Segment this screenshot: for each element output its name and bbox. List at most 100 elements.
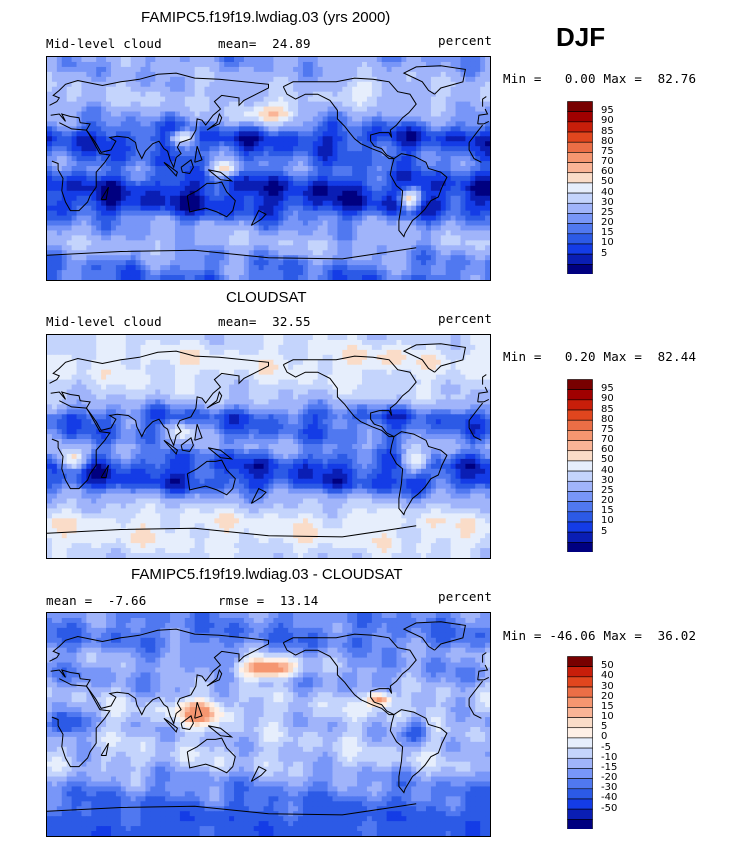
map-cell xyxy=(204,66,211,73)
map-cell xyxy=(273,146,279,152)
map-cell xyxy=(101,374,107,381)
map-cell xyxy=(362,205,368,212)
map-cell xyxy=(268,151,275,157)
map-cell xyxy=(475,81,481,88)
map-cell xyxy=(125,354,132,361)
map-cell xyxy=(47,111,53,118)
map-cell xyxy=(96,156,102,162)
map-cell xyxy=(179,91,186,98)
map-cell xyxy=(455,96,462,103)
map-cell xyxy=(61,225,68,232)
map-cell xyxy=(184,215,191,222)
map-cell xyxy=(179,210,186,217)
map-cell xyxy=(150,335,156,341)
map-cell xyxy=(248,76,255,83)
map-cell xyxy=(86,161,92,167)
map-cell xyxy=(209,116,215,123)
map-cell xyxy=(470,205,476,212)
map-cell xyxy=(214,215,220,222)
map-cell xyxy=(445,161,452,167)
map-cell xyxy=(253,175,260,182)
map-cell xyxy=(391,170,398,177)
map-cell xyxy=(317,131,324,137)
map-cell xyxy=(125,359,132,366)
map-cell xyxy=(302,106,309,113)
map-cell xyxy=(194,260,201,266)
map-cell xyxy=(430,235,437,241)
map-cell xyxy=(130,61,137,68)
map-cell xyxy=(435,175,442,182)
map-cell xyxy=(426,71,432,78)
map-cell xyxy=(357,161,363,167)
map-cell xyxy=(470,275,476,280)
map-cell xyxy=(106,379,112,386)
map-cell xyxy=(430,339,437,346)
map-cell xyxy=(101,106,107,113)
map-cell xyxy=(106,96,112,103)
map-cell xyxy=(243,240,250,246)
map-cell xyxy=(342,166,348,172)
map-cell xyxy=(214,57,220,63)
map-cell xyxy=(47,76,53,83)
map-cell xyxy=(386,180,393,187)
map-cell xyxy=(219,151,225,157)
map-cell xyxy=(224,106,230,113)
map-cell xyxy=(455,146,462,152)
map-cell xyxy=(342,111,348,118)
map-cell xyxy=(288,71,294,78)
map-cell xyxy=(204,170,211,177)
map-cell xyxy=(426,190,432,197)
map-cell xyxy=(411,235,417,241)
map-cell xyxy=(327,359,334,366)
map-cell xyxy=(204,364,211,371)
map-cell xyxy=(145,230,151,236)
map-cell xyxy=(273,359,279,366)
map-cell xyxy=(155,76,161,83)
map-cell xyxy=(174,255,181,261)
map-cell xyxy=(288,195,294,202)
map-cell xyxy=(174,91,181,98)
map-cell xyxy=(253,245,260,251)
map-cell xyxy=(115,354,122,361)
map-cell xyxy=(135,81,142,88)
map-cell xyxy=(199,225,206,232)
map-cell xyxy=(327,190,334,197)
map-cell xyxy=(430,101,437,108)
map-cell xyxy=(347,61,353,68)
map-cell xyxy=(140,101,147,108)
map-cell xyxy=(273,335,279,341)
map-cell xyxy=(199,250,206,256)
map-cell xyxy=(51,156,58,162)
map-cell xyxy=(174,344,181,351)
map-cell xyxy=(450,205,457,212)
map-cell xyxy=(421,270,427,276)
map-cell xyxy=(386,250,393,256)
map-cell xyxy=(135,240,142,246)
map-cell xyxy=(460,146,466,152)
map-cell xyxy=(204,220,211,227)
map-cell xyxy=(465,190,471,197)
map-cell xyxy=(101,71,107,78)
map-cell xyxy=(71,91,78,98)
map-cell xyxy=(209,195,215,202)
map-cell xyxy=(347,180,353,187)
map-cell xyxy=(337,339,343,346)
map-cell xyxy=(258,335,265,341)
map-cell xyxy=(115,96,122,103)
map-cell xyxy=(56,161,63,167)
map-cell xyxy=(416,205,422,212)
map-cell xyxy=(229,220,235,227)
map-cell xyxy=(184,96,191,103)
map-cell xyxy=(396,101,402,108)
map-cell xyxy=(174,379,181,386)
map-cell xyxy=(214,335,220,341)
map-cell xyxy=(327,66,334,73)
map-cell xyxy=(426,205,432,212)
map-cell xyxy=(209,141,215,147)
map-cell xyxy=(150,71,156,78)
map-cell xyxy=(293,220,299,227)
map-cell xyxy=(170,96,176,103)
map-cell xyxy=(140,339,147,346)
map-cell xyxy=(327,349,334,356)
map-cell xyxy=(381,205,388,212)
